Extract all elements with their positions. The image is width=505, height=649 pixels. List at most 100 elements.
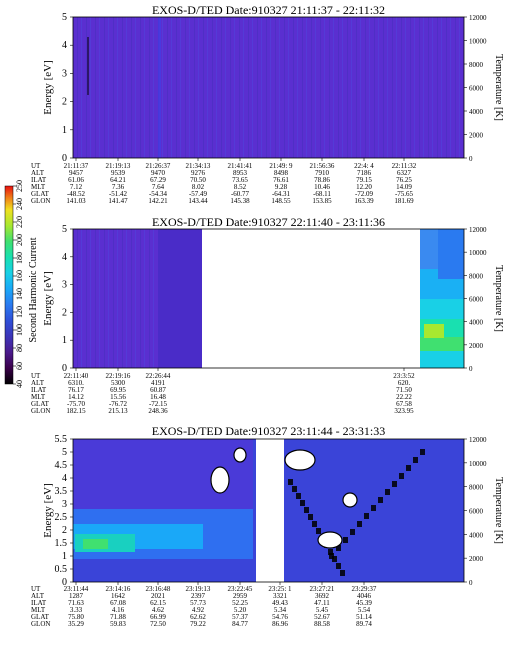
table-cell: 8953 (233, 169, 248, 177)
y-tick-label: 4.5 (55, 460, 68, 471)
heatmap-structure (399, 473, 404, 479)
table-cell: 6310. (68, 379, 84, 387)
y-right-tick-label: 8000 (469, 61, 484, 69)
y-right-tick-label: 4000 (469, 531, 484, 539)
heatmap-structure (350, 529, 355, 535)
colorbar-tick-label: 40 (15, 380, 24, 388)
y-tick-label: 5.5 (55, 434, 68, 445)
table-cell: 23:22:45 (228, 585, 253, 593)
heatmap-structure (332, 556, 337, 562)
table-row-label: GLAT (31, 400, 50, 408)
table-cell: 14.12 (68, 393, 84, 401)
table-row-label: GLAT (31, 190, 50, 198)
table-cell: 67.58 (396, 400, 412, 408)
y-right-tick-label: 0 (469, 365, 473, 373)
panel-3 (73, 439, 464, 582)
y-tick-label: 2 (62, 525, 67, 536)
table-cell: 21:19:13 (106, 162, 131, 170)
table-cell: 22:11:40 (64, 372, 89, 380)
table-cell: 23:29:37 (352, 585, 377, 593)
table-cell: 64.21 (110, 176, 126, 184)
table-row-label: ALT (31, 379, 45, 387)
table-row-label: ILAT (31, 176, 47, 184)
table-cell: -51.42 (109, 190, 128, 198)
data-gap (256, 439, 284, 582)
table-cell: 15.56 (110, 393, 126, 401)
table-cell: 23:16:48 (146, 585, 171, 593)
table-cell: 215.13 (108, 407, 128, 415)
table-cell: 76.25 (396, 176, 412, 184)
table-cell: -75.65 (395, 190, 414, 198)
table-row-label: ILAT (31, 386, 47, 394)
y-right-tick-label: 8000 (469, 272, 484, 280)
table-cell: 1642 (111, 592, 126, 600)
y-right-tick-label: 6000 (469, 296, 484, 304)
table-row-label: UT (31, 585, 41, 593)
table-cell: 7186 (357, 169, 372, 177)
heatmap-streak (158, 17, 161, 158)
y-tick-label: 2.5 (55, 512, 68, 523)
heatmap-structure (413, 457, 418, 463)
table-cell: 145.38 (230, 197, 250, 205)
y-axis-label: Energy [eV] (42, 271, 54, 325)
y-tick-label: 1 (62, 551, 67, 562)
table-cell: 5.34 (274, 606, 287, 614)
colorbar-tick-label: 200 (15, 234, 24, 246)
table-cell: 67.29 (150, 176, 166, 184)
y-tick-label: 0 (62, 153, 67, 164)
heatmap-enhancement (420, 351, 464, 368)
table-cell: 1287 (69, 592, 84, 600)
table-row-label: UT (31, 162, 41, 170)
y-tick-label: 5 (62, 224, 67, 235)
table-cell: 142.21 (148, 197, 168, 205)
panel-2 (73, 229, 464, 368)
table-row-label: GLON (31, 407, 50, 415)
heatmap-hole (210, 466, 230, 494)
y-right-tick-label: 10000 (469, 38, 487, 46)
table-cell: 86.96 (272, 620, 288, 628)
table-cell: 5.54 (358, 606, 371, 614)
heatmap-structure (304, 507, 309, 513)
y-tick-label: 5 (62, 12, 67, 23)
heatmap-structure (385, 489, 390, 495)
table-cell: 7.12 (70, 183, 83, 191)
heatmap-enhancement (424, 324, 444, 338)
y-right-tick-label: 0 (469, 579, 473, 587)
heatmap-segment (158, 229, 202, 368)
table-cell: 4.62 (152, 606, 165, 614)
table-cell: 9457 (69, 169, 84, 177)
table-cell: 9.28 (275, 183, 288, 191)
heatmap-texture (73, 17, 464, 158)
table-cell: 3692 (315, 592, 330, 600)
y-tick-label: 3.5 (55, 486, 68, 497)
y-right-axis-label: Temperature [K] (493, 54, 504, 121)
table-cell: 9539 (111, 169, 126, 177)
chart-title: EXOS-D/TED Date:910327 21:11:37 - 22:11:… (152, 3, 385, 17)
table-cell: 2397 (191, 592, 206, 600)
table-row-label: ILAT (31, 599, 47, 607)
y-right-tick-label: 12000 (469, 226, 487, 234)
table-cell: 22:4: 4 (354, 162, 374, 170)
y-right-tick-label: 4000 (469, 108, 484, 116)
y-right-tick-label: 8000 (469, 484, 484, 492)
table-cell: 72.50 (150, 620, 166, 628)
table-cell: 4191 (151, 379, 166, 387)
heatmap-structure (288, 479, 293, 485)
table-cell: 23:27:21 (310, 585, 335, 593)
table-cell: 23:19:13 (186, 585, 211, 593)
y-right-tick-label: 2000 (469, 132, 484, 140)
heatmap-structure (371, 505, 376, 511)
table-cell: 4046 (357, 592, 372, 600)
table-cell: 78.86 (314, 176, 330, 184)
table-cell: 7.64 (152, 183, 165, 191)
table-cell: 5.45 (316, 606, 329, 614)
table-cell: 79.22 (190, 620, 206, 628)
heatmap-structure (328, 549, 333, 555)
colorbar-tick-label: 160 (15, 270, 24, 282)
y-tick-label: 1 (62, 335, 67, 346)
table-cell: 7.36 (112, 183, 125, 191)
y-axis-label: Energy [eV] (42, 483, 54, 537)
table-cell: 182.15 (66, 407, 86, 415)
y-tick-label: 0 (62, 363, 67, 374)
heatmap-structure (343, 537, 348, 543)
